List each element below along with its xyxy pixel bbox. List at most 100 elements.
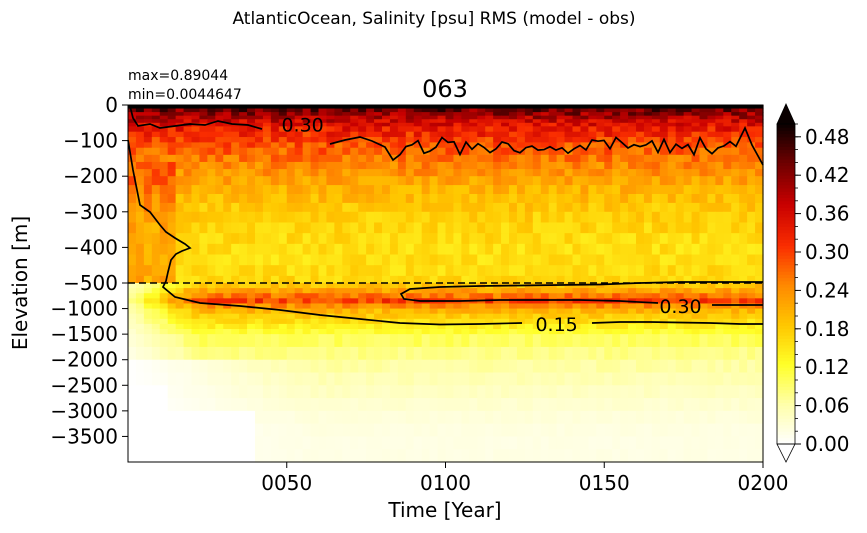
heatmap-cell bbox=[731, 423, 740, 438]
heatmap-cell bbox=[643, 119, 653, 124]
colorbar-segment bbox=[777, 200, 795, 205]
y-tick-label: −1500 bbox=[50, 322, 118, 346]
heatmap-cell bbox=[509, 112, 518, 117]
heatmap-cell bbox=[239, 108, 248, 113]
heatmap-cell bbox=[318, 293, 328, 299]
heatmap-cell bbox=[445, 410, 455, 425]
heatmap-cell bbox=[524, 233, 534, 245]
heatmap-cell bbox=[255, 346, 264, 361]
heatmap-cell bbox=[135, 126, 145, 133]
heatmap-cell bbox=[477, 112, 486, 117]
heatmap-cell bbox=[413, 112, 423, 117]
heatmap-cell bbox=[731, 275, 740, 284]
heatmap-cell bbox=[278, 161, 288, 170]
heatmap-cell bbox=[247, 194, 256, 204]
heatmap-cell bbox=[493, 265, 502, 277]
heatmap-cell bbox=[667, 119, 677, 124]
heatmap-cell bbox=[755, 323, 764, 330]
heatmap-cell bbox=[326, 265, 335, 277]
heatmap-cell bbox=[580, 122, 589, 127]
heatmap-cell bbox=[421, 222, 431, 234]
heatmap-cell bbox=[572, 115, 582, 120]
heatmap-cell bbox=[389, 137, 399, 143]
heatmap-cell bbox=[485, 112, 494, 117]
heatmap-cell bbox=[501, 410, 510, 425]
heatmap-cell bbox=[318, 298, 328, 305]
heatmap-cell bbox=[461, 222, 470, 234]
heatmap-cell bbox=[524, 385, 534, 399]
heatmap-cell bbox=[509, 423, 518, 438]
heatmap-cell bbox=[199, 131, 208, 138]
heatmap-cell bbox=[437, 293, 447, 299]
heatmap-cell bbox=[747, 265, 756, 277]
heatmap-cell bbox=[294, 233, 304, 245]
heatmap-cell bbox=[135, 275, 145, 284]
heatmap-cell bbox=[167, 194, 177, 204]
heatmap-cell bbox=[556, 194, 566, 204]
heatmap-cell bbox=[556, 154, 566, 163]
heatmap-cell bbox=[366, 410, 375, 425]
heatmap-cell bbox=[453, 194, 462, 204]
heatmap-cell bbox=[509, 275, 518, 284]
y-tick-label: −3000 bbox=[50, 399, 118, 423]
colorbar-segment bbox=[777, 303, 795, 307]
heatmap-cell bbox=[175, 410, 185, 425]
heatmap-cell bbox=[405, 293, 415, 299]
heatmap-cell bbox=[707, 423, 716, 438]
heatmap-cell bbox=[509, 323, 518, 330]
x-tick-label: 0150 bbox=[579, 471, 630, 495]
heatmap-cell bbox=[532, 318, 542, 325]
heatmap-cell bbox=[588, 154, 597, 163]
heatmap-cell bbox=[382, 372, 391, 386]
heatmap-cell bbox=[421, 202, 431, 213]
heatmap-cell bbox=[739, 119, 748, 124]
heatmap-cell bbox=[580, 275, 589, 284]
heatmap-cell bbox=[524, 119, 534, 124]
heatmap-cell bbox=[501, 161, 510, 170]
heatmap-cell bbox=[501, 142, 510, 149]
heatmap-cell bbox=[270, 122, 280, 127]
heatmap-cell bbox=[707, 283, 716, 289]
heatmap-cell bbox=[493, 275, 502, 284]
heatmap-cell bbox=[294, 313, 304, 320]
heatmap-cell bbox=[294, 398, 304, 412]
heatmap-cell bbox=[318, 108, 328, 113]
heatmap-cell bbox=[358, 318, 367, 325]
heatmap-cell bbox=[691, 334, 701, 348]
heatmap-cell bbox=[278, 410, 288, 425]
heatmap-cell bbox=[548, 233, 558, 245]
heatmap-cell bbox=[397, 254, 407, 266]
heatmap-cell bbox=[715, 131, 724, 138]
heatmap-cell bbox=[429, 233, 439, 245]
heatmap-cell bbox=[691, 318, 701, 325]
heatmap-cell bbox=[731, 161, 740, 170]
heatmap-cell bbox=[643, 211, 653, 224]
heatmap-cell bbox=[231, 298, 240, 305]
heatmap-cell bbox=[643, 154, 653, 163]
heatmap-cell bbox=[580, 334, 589, 348]
y-axis-label: Elevation [m] bbox=[8, 216, 32, 350]
heatmap-cell bbox=[350, 185, 359, 195]
heatmap-cell bbox=[612, 283, 621, 289]
colorbar-segment bbox=[777, 319, 795, 323]
heatmap-cell bbox=[374, 122, 383, 127]
heatmap-cell bbox=[572, 185, 582, 195]
heatmap-cell bbox=[239, 359, 248, 374]
heatmap-cell bbox=[445, 137, 455, 143]
heatmap-cell bbox=[143, 313, 153, 320]
heatmap-cell bbox=[667, 131, 677, 138]
colorbar-segment bbox=[777, 389, 795, 394]
heatmap-cell bbox=[429, 243, 439, 256]
heatmap-cell bbox=[628, 137, 637, 143]
heatmap-cell bbox=[302, 108, 312, 113]
heatmap-cell bbox=[382, 410, 391, 425]
heatmap-cell bbox=[620, 112, 629, 117]
heatmap-cell bbox=[628, 265, 637, 277]
heatmap-cell bbox=[334, 323, 343, 330]
heatmap-cell bbox=[191, 194, 201, 204]
heatmap-cell bbox=[397, 410, 407, 425]
heatmap-cell bbox=[699, 318, 709, 325]
heatmap-cell bbox=[294, 126, 304, 133]
heatmap-cell bbox=[691, 131, 701, 138]
heatmap-cell bbox=[556, 275, 566, 284]
